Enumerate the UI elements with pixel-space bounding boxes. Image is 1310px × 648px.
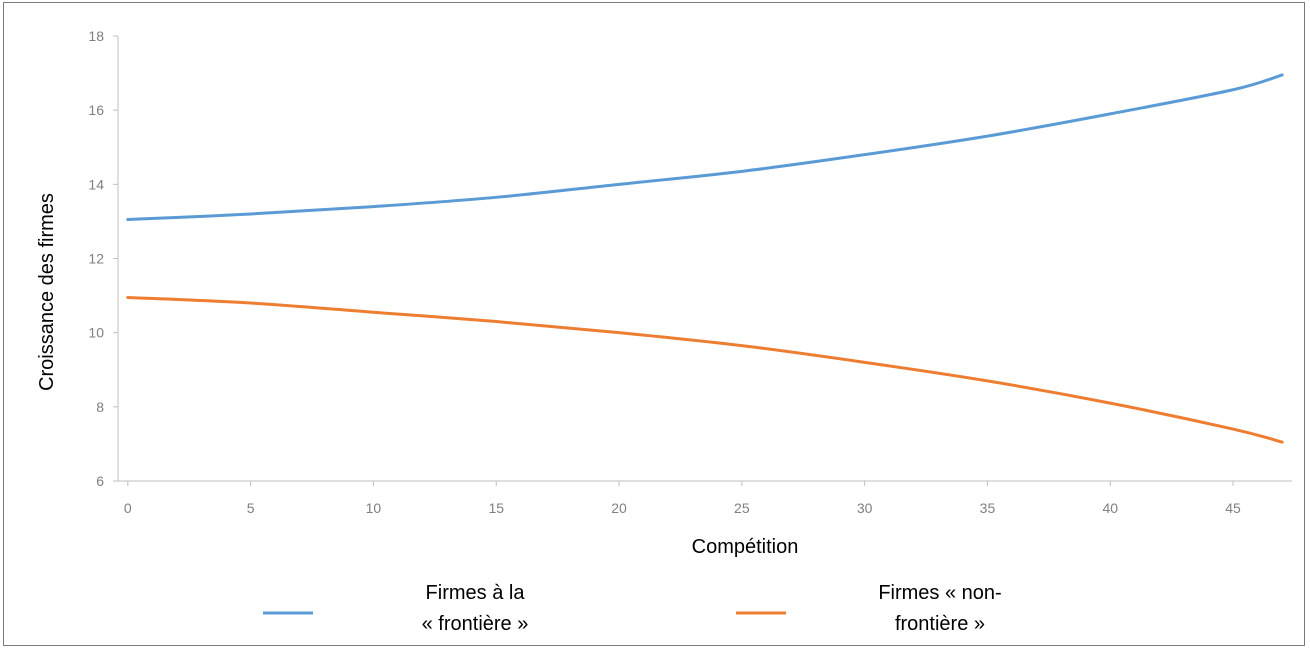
legend: Firmes à la « frontière » Firmes « non-fro…: [263, 582, 1002, 635]
legend-label-1: « frontière »: [422, 613, 529, 635]
x-tick-label: 30: [857, 500, 873, 516]
series-line-2: [128, 297, 1282, 442]
legend-label-1: Firmes à la: [426, 582, 526, 604]
x-tick-label: 10: [366, 500, 382, 516]
x-tick-label: 45: [1225, 500, 1241, 516]
y-tick-label: 16: [88, 102, 104, 118]
x-tick-label: 5: [247, 500, 255, 516]
x-axis-title: Compétition: [692, 536, 799, 558]
x-tick-label: 25: [734, 500, 750, 516]
series-layer: [128, 75, 1282, 442]
x-tick-label: 40: [1102, 500, 1118, 516]
axes: 6 8 10 12 14 16 18 0 5 10 15 20 25 30 35 40 45: [88, 28, 1292, 516]
x-tick-label: 15: [488, 500, 504, 516]
x-tick-label: 20: [611, 500, 627, 516]
x-tick-label: 35: [980, 500, 996, 516]
legend-label-2: frontière »: [895, 613, 985, 635]
y-axis-title: Croissance des firmes: [36, 193, 58, 391]
y-tick-label: 10: [88, 325, 104, 341]
y-tick-label: 8: [96, 399, 104, 415]
y-tick-label: 12: [88, 251, 104, 267]
x-tick-label: 0: [124, 500, 132, 516]
series-line-1: [128, 75, 1282, 220]
y-tick-label: 6: [96, 473, 104, 489]
y-tick-label: 18: [88, 28, 104, 44]
legend-label-2: Firmes « non-: [878, 582, 1001, 604]
y-tick-label: 14: [88, 176, 104, 192]
